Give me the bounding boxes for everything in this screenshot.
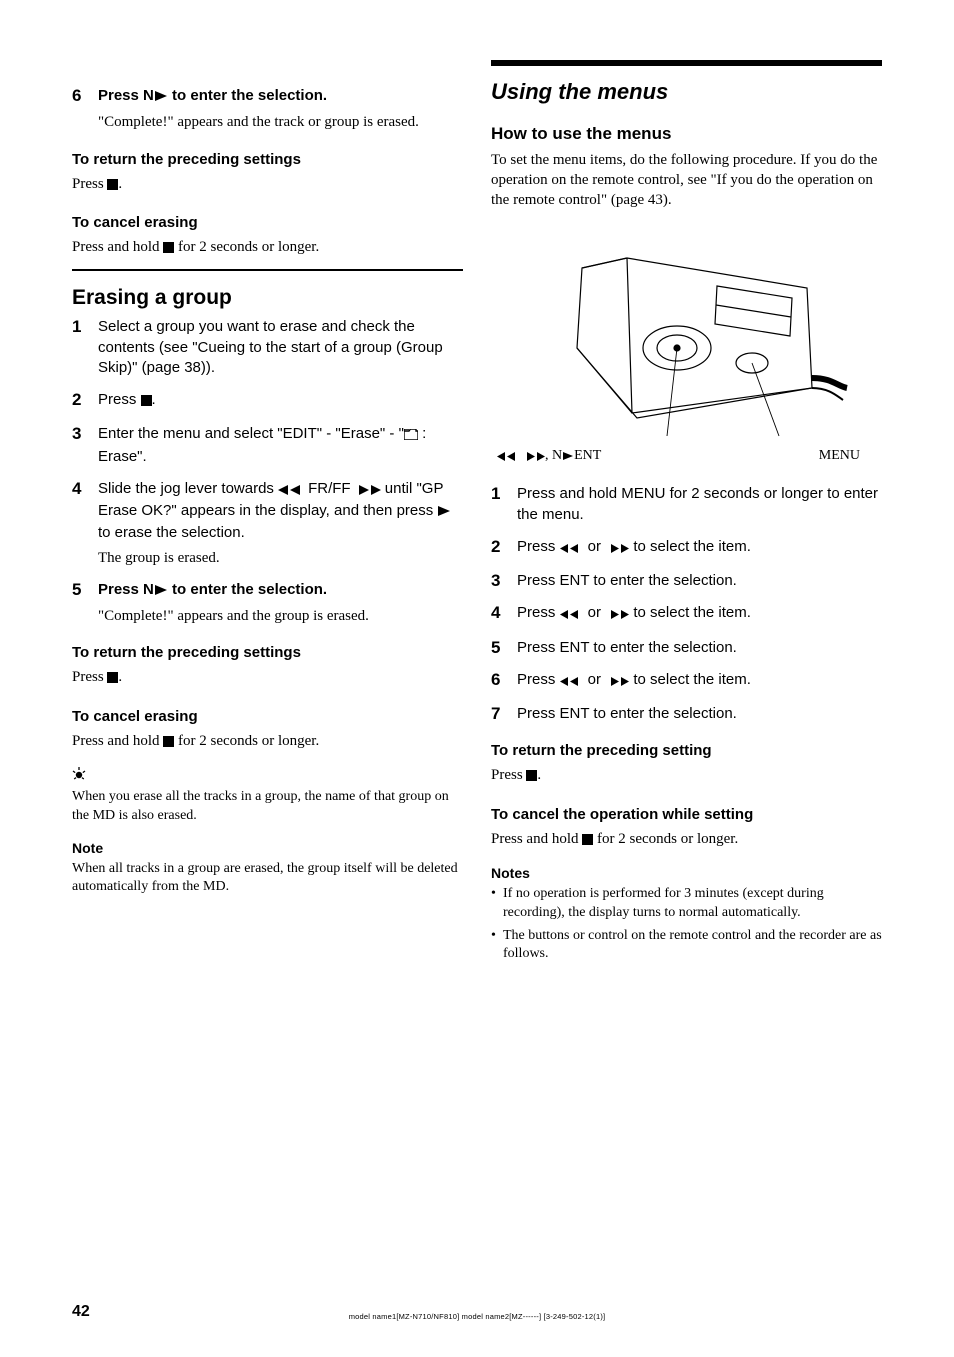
list-item: The buttons or control on the remote con… [491,927,882,965]
prev-icon [560,539,584,559]
r-notes-list: If no operation is performed for 3 minut… [491,885,882,965]
next-icon [605,672,629,692]
cancel2-body: Press and hold for 2 seconds or longer. [72,731,463,753]
return-body: Press . [72,174,463,196]
stop-icon [163,239,174,259]
step-2: 2 Press . [72,390,463,412]
r-step-4: 4 Press or to select the item. [491,603,882,625]
r-step-1: 1 Press and hold MENU for 2 seconds or l… [491,484,882,525]
r-cancel-head: To cancel the operation while setting [491,806,882,823]
cancel2-head: To cancel erasing [72,708,463,725]
prev-icon [278,481,308,501]
note-head: Note [72,840,463,856]
note-body: When all tracks in a group are erased, t… [72,860,463,898]
stop-icon [526,767,537,787]
next-icon [605,539,629,559]
stop-icon [107,669,118,689]
r-step-5: 5 Press ENT to enter the selection. [491,638,882,658]
return2-head: To return the preceding settings [72,644,463,661]
figure-label-right: MENU [819,448,860,466]
return2-body: Press . [72,667,463,689]
left-column: 6 Press N to enter the selection. "Compl… [72,60,463,968]
next-icon [351,481,381,501]
step-body-text-2: to enter the selection. [168,87,327,104]
step-1: 1 Select a group you want to erase and c… [72,317,463,378]
return-head: To return the preceding settings [72,151,463,168]
stop-icon [107,176,118,196]
footer-tag: model name1[MZ-N710/NF810] model name2[M… [0,1312,954,1321]
next-icon [605,605,629,625]
r-step-6: 6 Press or to select the item. [491,670,882,692]
right-intro: To set the menu items, do the following … [491,150,882,211]
list-item: If no operation is performed for 3 minut… [491,885,882,923]
thick-rule [491,60,882,66]
tip-icon [72,767,86,784]
play-icon [154,582,168,602]
step-6: 6 Press N to enter the selection. "Compl… [72,86,463,133]
tip-head [72,767,463,784]
r-step-2: 2 Press or to select the item. [491,537,882,559]
section-title: Erasing a group [72,285,463,311]
r-notes-head: Notes [491,865,882,881]
stop-icon [582,831,593,851]
play-icon [437,503,451,523]
stop-icon [141,392,152,412]
play-icon [562,450,574,466]
step-4: 4 Slide the jog lever towards FR/FF unti… [72,479,463,568]
r-return-body: Press . [491,765,882,787]
prev-icon [560,605,584,625]
r-cancel-body: Press and hold for 2 seconds or longer. [491,829,882,851]
step-note: "Complete!" appears and the track or gro… [98,112,419,132]
r-return-head: To return the preceding setting [491,742,882,759]
step-3: 3 Enter the menu and select "EDIT" - "Er… [72,424,463,467]
step-number: 6 [72,86,98,133]
right-subtitle: How to use the menus [491,124,882,144]
r-step-3: 3 Press ENT to enter the selection. [491,571,882,591]
step-5: 5 Press N to enter the selection. "Compl… [72,580,463,627]
tip-body: When you erase all the tracks in a group… [72,788,463,826]
step-body-text: Press N [98,87,154,104]
cancel-body: Press and hold for 2 seconds or longer. [72,237,463,259]
next-icon [521,450,545,466]
cancel-head: To cancel erasing [72,214,463,231]
right-column: Using the menus How to use the menus To … [491,60,882,968]
r-step-7: 7 Press ENT to enter the selection. [491,704,882,724]
prev-icon [497,450,521,466]
rule [72,269,463,271]
folder-icon [404,426,418,446]
stop-icon [163,733,174,753]
right-title: Using the menus [491,78,882,106]
play-icon [154,88,168,108]
figure-label-left: , NENT [497,448,601,466]
recorder-figure [491,228,882,438]
prev-icon [560,672,584,692]
